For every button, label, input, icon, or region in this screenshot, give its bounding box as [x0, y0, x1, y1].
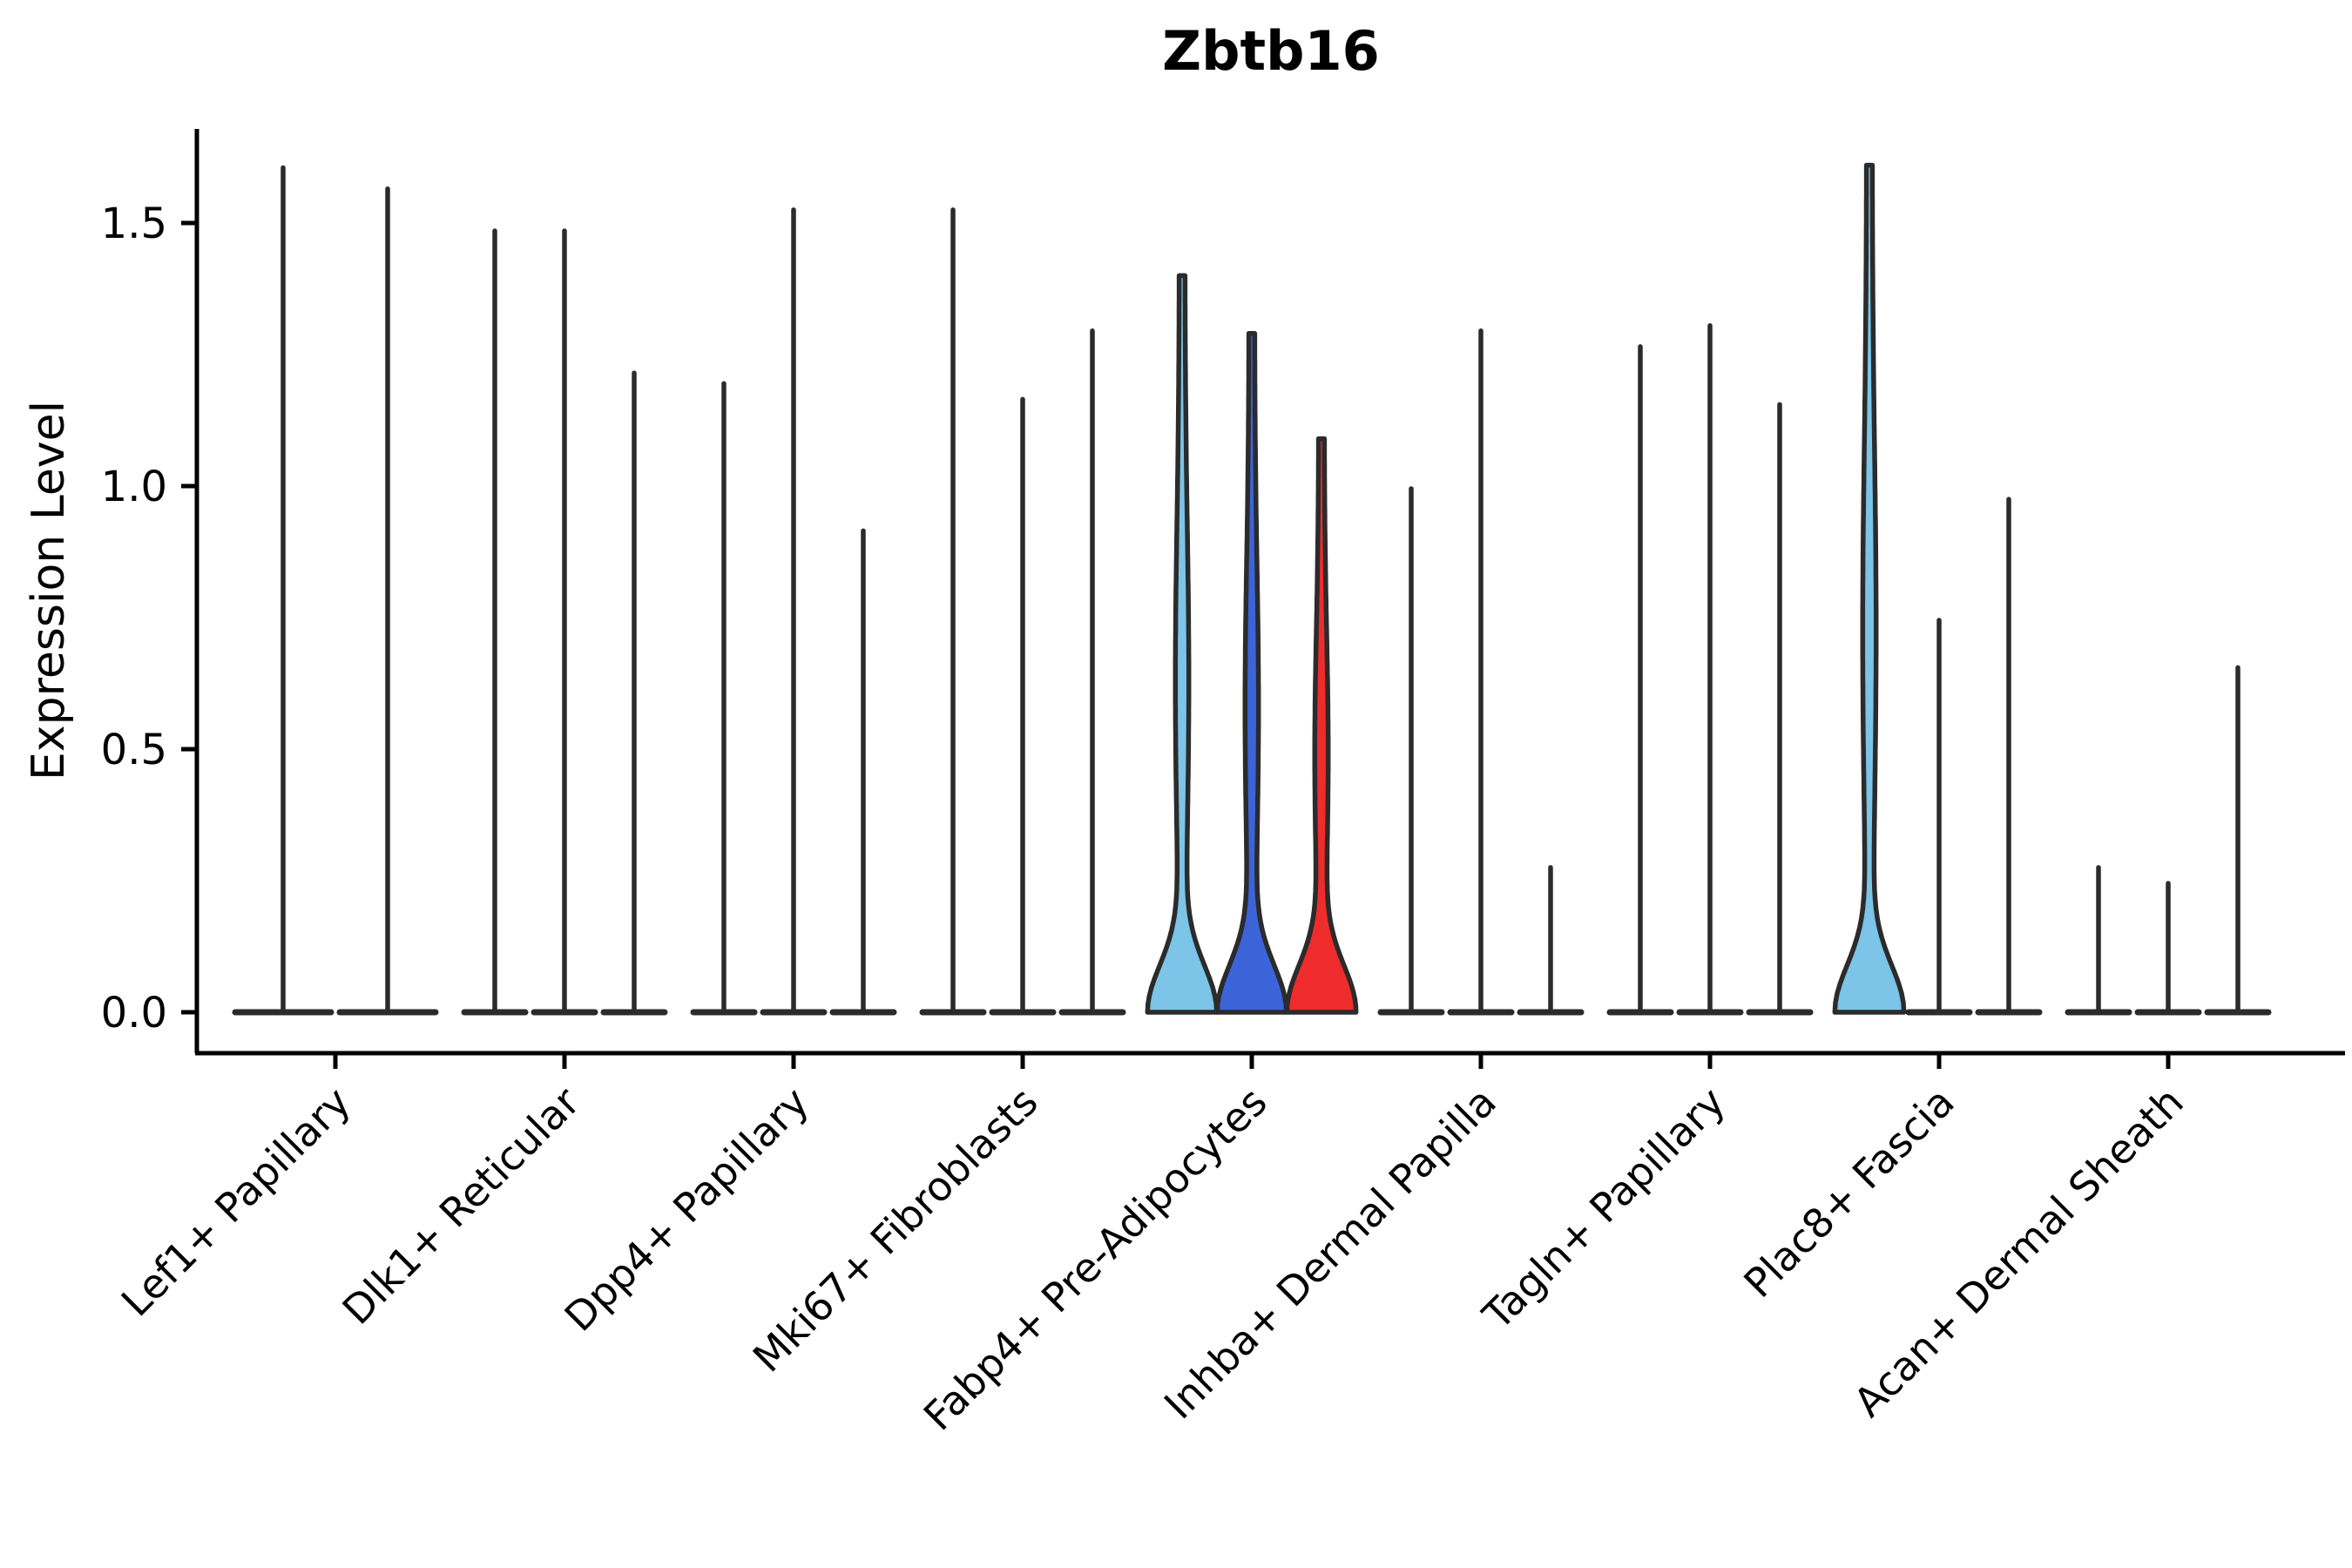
x-tick-label: Tagln+ Papillary: [1473, 1078, 1734, 1340]
x-tick-label: Dpp4+ Papillary: [556, 1078, 818, 1341]
x-tick-label: Dlk1+ Reticular: [334, 1078, 589, 1334]
y-axis-label: Expression Level: [23, 400, 75, 781]
violin: [1284, 436, 1359, 1015]
x-tick-label: Lef1+ Papillary: [112, 1078, 360, 1326]
y-tick-label: 0.5: [101, 726, 167, 774]
y-tick-label: 1.5: [101, 199, 167, 248]
y-tick-label: 0.0: [101, 989, 167, 1037]
violin: [1214, 331, 1289, 1015]
x-tick-label: Plac8+ Fascia: [1734, 1078, 1963, 1307]
violin: [1832, 162, 1907, 1015]
y-tick-label: 1.0: [101, 463, 167, 511]
violin: [1145, 273, 1220, 1015]
plot-title: Zbtb16: [1162, 19, 1380, 83]
